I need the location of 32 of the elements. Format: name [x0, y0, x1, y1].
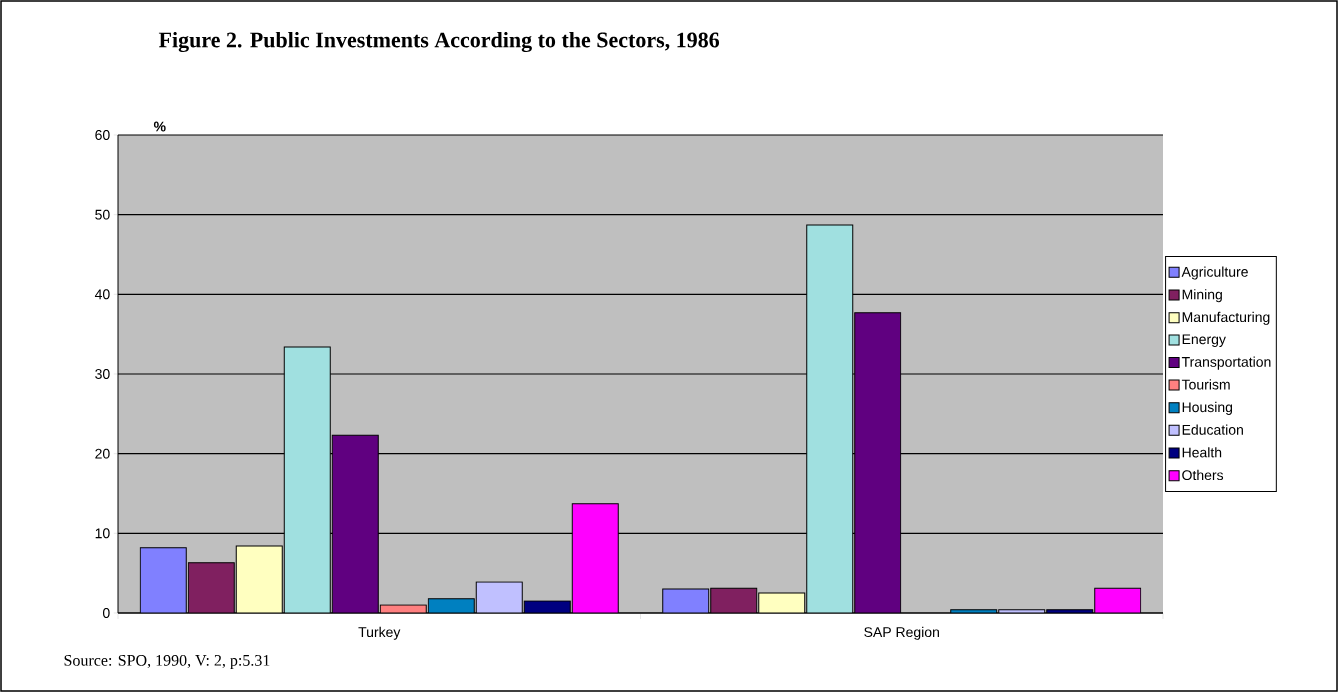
source-note: Source: SPO, 1990, V: 2, p:5.31 [64, 654, 270, 669]
y-axis-title: % [153, 121, 166, 132]
y-tick-label: 40 [94, 289, 110, 300]
bar [1094, 587, 1142, 613]
bar [235, 545, 283, 613]
bar [187, 562, 235, 613]
bar [331, 434, 379, 613]
legend-label: Education [1182, 424, 1243, 435]
legend-label: Energy [1182, 334, 1226, 347]
x-tick-label: Turkey [358, 626, 401, 640]
y-tick-label: 50 [95, 209, 110, 220]
legend-label: Agriculture [1181, 266, 1248, 280]
bar [571, 503, 619, 613]
legend-label: Manufacturing [1182, 311, 1270, 325]
bar [854, 312, 902, 613]
x-tick-label: SAP Region [864, 626, 939, 640]
y-tick-label: 30 [95, 369, 110, 379]
y-tick-label: 20 [95, 448, 110, 459]
legend-label: Housing [1182, 401, 1233, 415]
y-tick-label: 60 [95, 130, 110, 140]
legend-label: Transportation [1181, 356, 1271, 370]
bar [806, 224, 854, 613]
legend-label: Health [1182, 447, 1222, 458]
y-tick-label: 0 [102, 608, 110, 618]
bar [475, 581, 523, 613]
legend-label: Others [1182, 469, 1224, 481]
bar [283, 346, 331, 613]
y-tick-label: 10 [95, 528, 110, 539]
legend-label: Mining [1182, 289, 1222, 303]
bar [710, 587, 758, 613]
legend-label: Tourism [1181, 379, 1230, 390]
chart-title: Figure 2. Public Investments According to the Sectors, 1986 [158, 31, 720, 53]
